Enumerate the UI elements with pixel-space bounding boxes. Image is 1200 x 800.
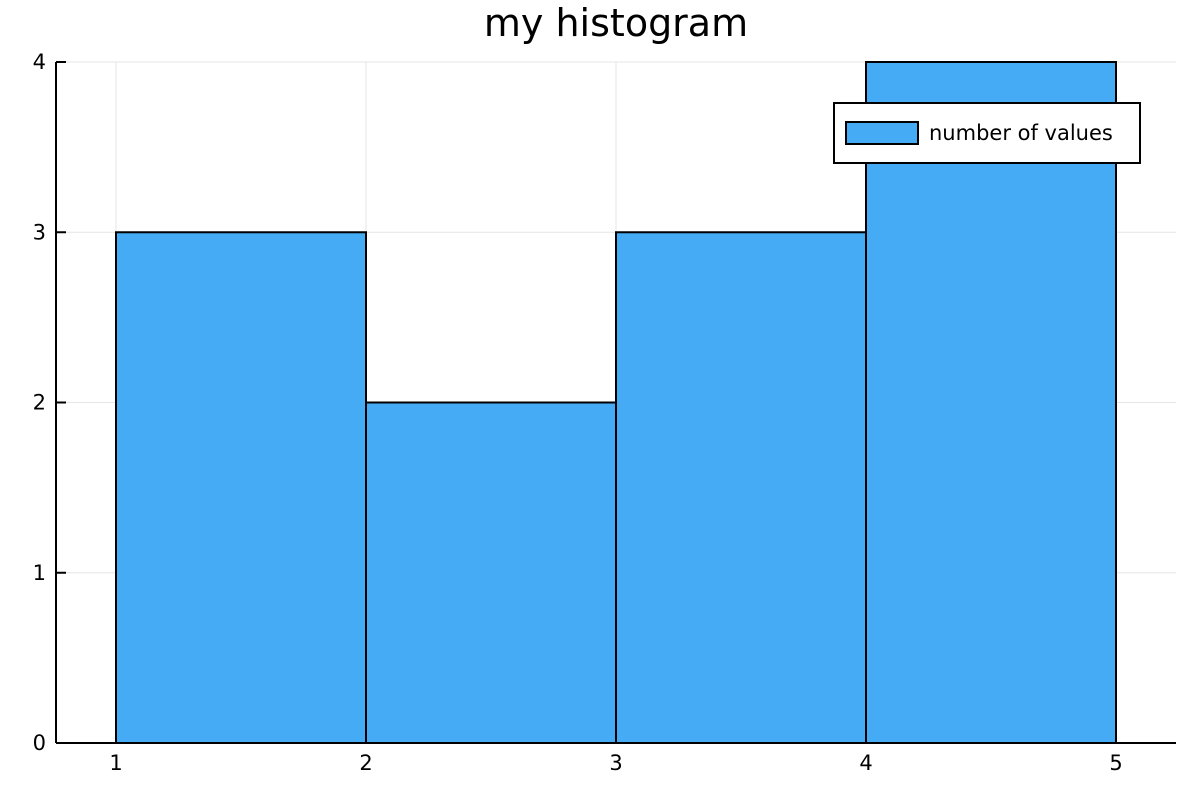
y-tick-label: 4 [33, 50, 46, 74]
x-tick-label: 2 [359, 751, 372, 775]
y-tick-label: 3 [33, 220, 46, 244]
y-tick-label: 0 [33, 731, 46, 755]
x-tick-label: 1 [109, 751, 122, 775]
x-tick-label: 5 [1109, 751, 1122, 775]
legend: number of values [833, 102, 1141, 164]
x-tick-label: 4 [859, 751, 872, 775]
y-tick-label: 1 [33, 561, 46, 585]
legend-swatch [845, 121, 919, 145]
y-tick-label: 2 [33, 391, 46, 415]
y-axis-ticks: 0 1 2 3 4 [33, 50, 66, 755]
histogram-bar [865, 61, 1117, 744]
histogram-bar [365, 401, 617, 744]
x-tick-label: 3 [609, 751, 622, 775]
chart-title: my histogram [484, 1, 748, 45]
histogram-bar [115, 231, 367, 744]
x-axis-ticks: 1 2 3 4 5 [109, 733, 1123, 775]
histogram-bar [615, 231, 867, 744]
legend-label: number of values [929, 121, 1113, 145]
